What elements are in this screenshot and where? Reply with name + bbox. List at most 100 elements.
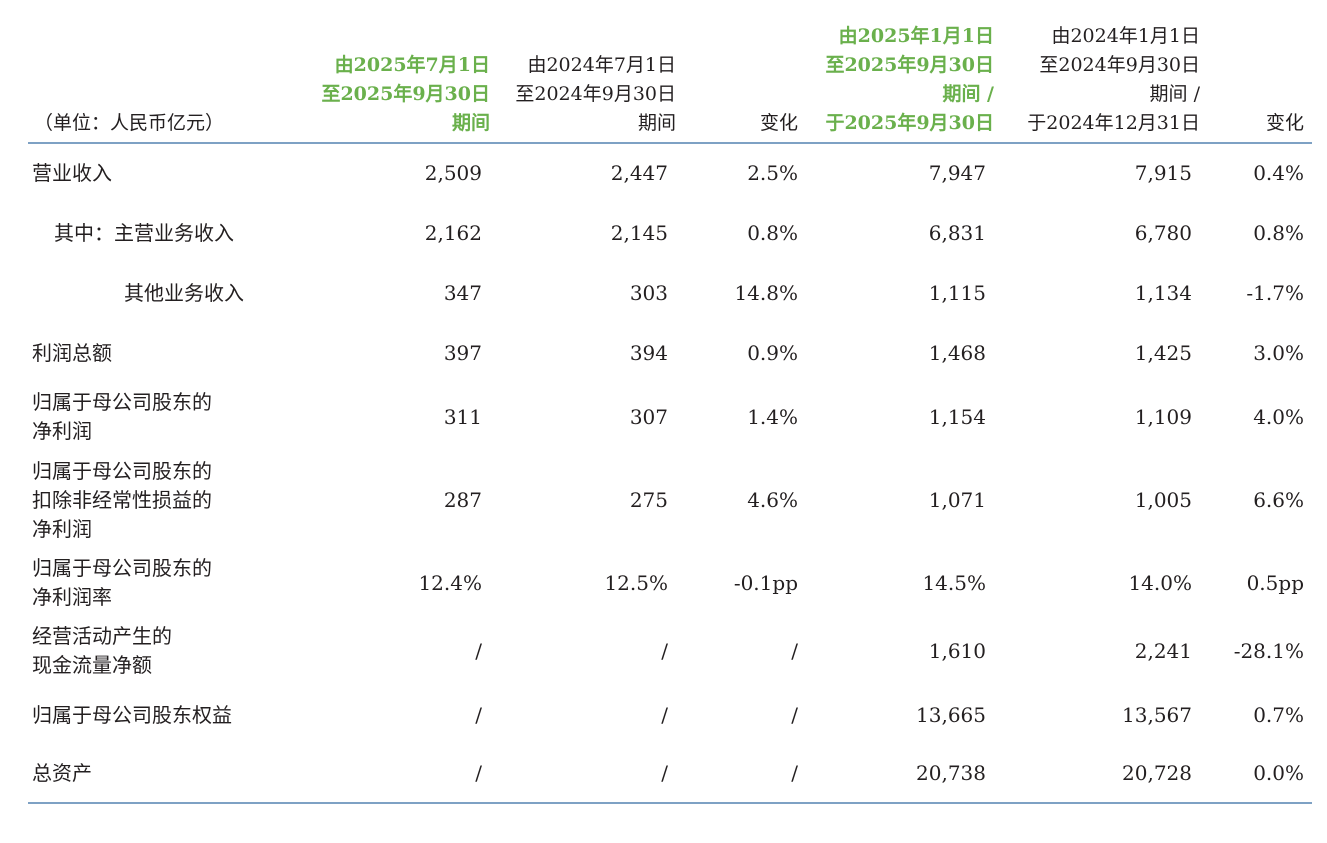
row-label: 总资产 [28,745,300,803]
table-cell: 1,134 [1134,280,1192,305]
col-header-change-ytd: 变化 [1265,112,1304,134]
table-row: 营业收入 2,509 2,447 2.5% 7,947 7,915 0.4% [28,143,1312,203]
table-cell: 2,447 [610,161,668,185]
table-cell: 0.7% [1253,702,1304,727]
table-cell: / [791,638,798,663]
unit-label: （单位：人民币亿元） [34,112,225,134]
header-line: 由2024年7月1日 [527,54,676,76]
table-cell: 275 [629,487,668,512]
row-label: 其他业务收入 [28,263,300,323]
table-cell: 1,425 [1134,340,1192,365]
table-cell: / [475,638,482,663]
table-cell: 13,567 [1122,702,1192,727]
col-header-q3-2025: 由2025年7月1日 至2025年9月30日 期间 [300,22,490,143]
header-row: （单位：人民币亿元） 由2025年7月1日 至2025年9月30日 期间 由20… [28,22,1312,143]
table-cell: 20,738 [916,761,986,785]
table-cell: 2.5% [747,161,798,185]
row-label-line: 归属于母公司股东权益 [32,702,232,727]
table-cell: 1,468 [928,340,986,365]
header-line: 于2024年12月31日 [1027,112,1200,134]
header-line: 至2024年9月30日 [515,83,676,105]
col-header-change-quarter: 变化 [759,112,798,134]
table-cell: 2,162 [424,220,482,245]
table-row: 利润总额 397 394 0.9% 1,468 1,425 3.0% [28,323,1312,383]
header-line: 至2024年9月30日 [1039,54,1200,76]
table-cell: 1,109 [1134,404,1192,429]
header-line: 由2025年7月1日 [334,54,490,76]
row-label-line: 归属于母公司股东的 [32,556,212,580]
row-label: 利润总额 [28,323,300,383]
table-cell: 287 [443,487,482,512]
table-cell: 1,005 [1134,487,1192,512]
col-header-q3-2024: 由2024年7月1日 至2024年9月30日 期间 [490,22,676,143]
col-header-ytd-2024: 由2024年1月1日 至2024年9月30日 期间 / 于2024年12月31日 [994,22,1200,143]
table-cell: 1,071 [928,487,986,512]
table-cell: 397 [443,340,482,365]
table-cell: 4.6% [747,487,798,512]
header-line: 于2025年9月30日 [825,112,994,134]
table-row: 经营活动产生的 现金流量净额 / / / 1,610 2,241 -28.1% [28,617,1312,685]
header-line: 期间 [637,112,676,134]
table-cell: 6,780 [1134,220,1192,245]
table-cell: 14.8% [734,280,798,305]
table-cell: / [791,702,798,727]
table-row: 其他业务收入 347 303 14.8% 1,115 1,134 -1.7% [28,263,1312,323]
table-row: 归属于母公司股东的 净利润率 12.4% 12.5% -0.1pp 14.5% … [28,549,1312,617]
row-label-line: 扣除非经常性损益的 [32,487,212,512]
header-line: 至2025年9月30日 [825,54,994,76]
header-line: 期间 / [1149,83,1200,105]
table-cell: -28.1% [1233,638,1304,663]
row-label: 营业收入 [28,143,300,203]
table-cell: 1.4% [747,404,798,429]
table-cell: 14.0% [1128,570,1192,595]
header-line: 期间 / [942,83,994,105]
table-cell: / [791,761,798,785]
table-cell: -0.1pp [733,570,798,595]
table-cell: 394 [629,340,668,365]
table-cell: 7,947 [928,161,986,185]
table-cell: / [475,702,482,727]
row-label-line: 现金流量净额 [32,653,152,677]
table-cell: -1.7% [1246,280,1304,305]
row-label: 归属于母公司股东的 净利润 [28,383,300,451]
table-cell: 2,509 [424,161,482,185]
table-cell: 2,241 [1134,638,1192,663]
table-cell: 1,610 [928,638,986,663]
table-cell: 0.8% [747,220,798,245]
table-cell: 6.6% [1253,487,1304,512]
table-cell: 0.9% [747,340,798,365]
table-cell: 3.0% [1253,340,1304,365]
table-cell: 0.0% [1253,761,1304,785]
table-cell: 311 [443,404,482,429]
row-label-line: 其他业务收入 [124,280,244,305]
table-cell: 1,154 [928,404,986,429]
table-cell: 6,831 [928,220,986,245]
table-cell: 1,115 [928,280,986,305]
row-label-line: 总资产 [32,761,92,785]
row-label-line: 归属于母公司股东的 [32,458,212,483]
table-row: 总资产 / / / 20,738 20,728 0.0% [28,745,1312,803]
table-row: 归属于母公司股东的 扣除非经常性损益的 净利润 287 275 4.6% 1,0… [28,451,1312,549]
row-label: 其中：主营业务收入 [28,203,300,263]
table-cell: / [661,638,668,663]
row-label-line: 净利润率 [32,585,112,609]
table-row: 其中：主营业务收入 2,162 2,145 0.8% 6,831 6,780 0… [28,203,1312,263]
table-cell: 4.0% [1253,404,1304,429]
row-label-line: 其中：主营业务收入 [54,220,234,245]
table-cell: 13,665 [916,702,986,727]
financial-summary-table: （单位：人民币亿元） 由2025年7月1日 至2025年9月30日 期间 由20… [28,22,1312,804]
table-cell: 303 [629,280,668,305]
row-label: 经营活动产生的 现金流量净额 [28,617,300,685]
table-cell: 12.4% [418,570,482,595]
table-cell: / [661,702,668,727]
table-cell: 7,915 [1134,161,1192,185]
col-header-ytd-2025: 由2025年1月1日 至2025年9月30日 期间 / 于2025年9月30日 [806,22,994,143]
header-line: 期间 [451,112,490,134]
table-cell: 2,145 [610,220,668,245]
table-cell: 14.5% [922,570,986,595]
row-label: 归属于母公司股东权益 [28,685,300,745]
table-cell: 12.5% [604,570,668,595]
row-label: 归属于母公司股东的 净利润率 [28,549,300,617]
row-label-line: 经营活动产生的 [32,624,172,648]
table-cell: 307 [629,404,668,429]
